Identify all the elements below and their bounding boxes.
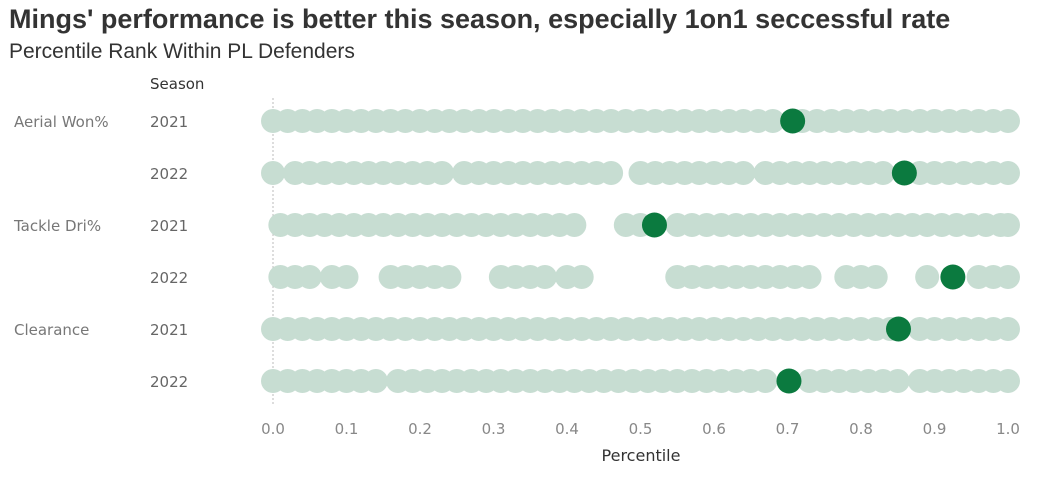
row-6: 2022 <box>150 368 1020 394</box>
row-4: 2022 <box>150 264 1020 290</box>
percentile-dot <box>885 369 910 393</box>
mings-dot <box>641 212 667 238</box>
percentile-dot <box>437 265 462 289</box>
chart-subtitle: Percentile Rank Within PL Defenders <box>9 40 355 63</box>
percentile-dot <box>599 161 624 185</box>
mings-dot <box>940 264 966 290</box>
x-tick-label: 0.6 <box>702 420 726 438</box>
percentile-dot <box>797 265 822 289</box>
mings-dot <box>885 316 911 342</box>
x-tick-label: 0.4 <box>555 420 579 438</box>
percentile-dot <box>731 161 756 185</box>
percentile-dot <box>297 265 322 289</box>
percentile-dot <box>915 265 940 289</box>
x-tick-label: 1.0 <box>996 420 1020 438</box>
x-tick-label: 0.1 <box>335 420 359 438</box>
row-5: Clearance 2021 <box>14 316 1020 342</box>
x-tick-label: 0.9 <box>923 420 947 438</box>
percentile-dot <box>996 265 1020 289</box>
row-header: Season <box>150 75 204 93</box>
x-axis-ticks: 0.0 0.1 0.2 0.3 0.4 0.5 0.6 0.7 0.8 0.9 1.0 <box>261 420 1020 438</box>
percentile-dot <box>569 265 594 289</box>
row-2: 2022 <box>150 160 1020 186</box>
percentile-dot <box>562 213 587 237</box>
x-tick-label: 0.5 <box>629 420 653 438</box>
percentile-dot <box>996 109 1020 133</box>
percentile-dot <box>753 369 778 393</box>
season-label: 2021 <box>150 321 188 339</box>
x-tick-label: 0.2 <box>408 420 432 438</box>
x-tick-label: 0.3 <box>482 420 506 438</box>
percentile-dot <box>760 109 785 133</box>
mings-dot <box>776 368 802 394</box>
metric-label: Aerial Won% <box>14 113 109 131</box>
percentile-dot <box>261 161 285 185</box>
row-1: Aerial Won% 2021 <box>14 108 1020 134</box>
percentile-dot <box>996 317 1020 341</box>
percentile-dot <box>532 265 557 289</box>
percentile-dot <box>363 369 388 393</box>
season-label: 2022 <box>150 373 188 391</box>
percentile-dot <box>871 161 896 185</box>
season-label: 2022 <box>150 165 188 183</box>
mings-dot <box>780 108 806 134</box>
mings-dot <box>891 160 917 186</box>
chart-title: Mings' performance is better this season… <box>9 4 951 34</box>
percentile-dot <box>996 369 1020 393</box>
percentile-dot <box>863 265 888 289</box>
metric-label: Tackle Dri% <box>13 217 101 235</box>
season-label: 2021 <box>150 217 188 235</box>
percentile-dot <box>996 161 1020 185</box>
x-tick-label: 0.8 <box>849 420 873 438</box>
rows-layer: Aerial Won% 2021 2022 Tackle Dri% 2021 2022 Cl… <box>13 108 1020 394</box>
season-label: 2022 <box>150 269 188 287</box>
x-tick-label: 0.7 <box>776 420 800 438</box>
x-tick-label: 0.0 <box>261 420 285 438</box>
percentile-dot <box>430 161 455 185</box>
percentile-dot <box>996 213 1020 237</box>
percentile-dot <box>334 265 359 289</box>
x-axis-label: Percentile <box>602 446 681 465</box>
season-label: 2021 <box>150 113 188 131</box>
row-3: Tackle Dri% 2021 <box>13 212 1020 238</box>
metric-label: Clearance <box>14 321 89 339</box>
